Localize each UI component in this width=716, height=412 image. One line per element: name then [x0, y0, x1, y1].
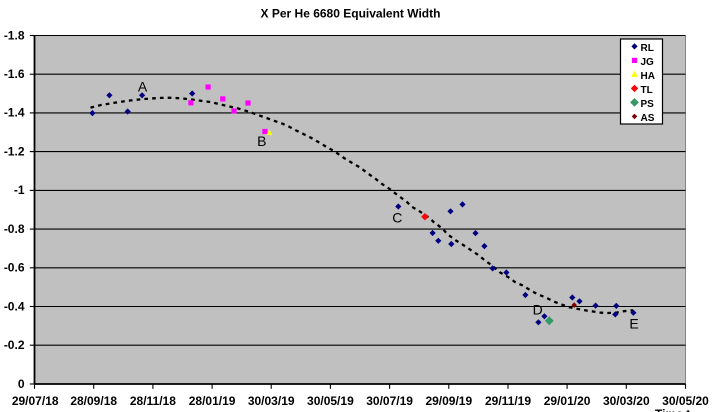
svg-text:-0.2: -0.2 — [4, 338, 25, 352]
svg-text:28/01/19: 28/01/19 — [189, 394, 236, 408]
svg-text:HA: HA — [641, 71, 655, 82]
svg-text:30/05/19: 30/05/19 — [307, 394, 354, 408]
svg-text:0: 0 — [18, 377, 25, 391]
svg-text:-1: -1 — [14, 183, 25, 197]
svg-text:-1.4: -1.4 — [4, 106, 25, 120]
svg-text:29/07/18: 29/07/18 — [12, 394, 59, 408]
svg-text:AS: AS — [641, 113, 655, 124]
svg-text:B: B — [257, 133, 266, 149]
svg-text:D: D — [533, 301, 543, 317]
svg-text:TL: TL — [641, 85, 653, 96]
svg-text:29/11/19: 29/11/19 — [485, 394, 531, 408]
svg-text:29/09/19: 29/09/19 — [425, 394, 472, 408]
svg-text:28/11/18: 28/11/18 — [130, 394, 176, 408]
svg-text:-1.2: -1.2 — [4, 144, 25, 158]
svg-text:RL: RL — [641, 43, 654, 54]
svg-text:30/03/19: 30/03/19 — [248, 394, 295, 408]
svg-text:PS: PS — [641, 99, 655, 110]
svg-text:-0.8: -0.8 — [4, 222, 25, 236]
svg-text:Time t: Time t — [655, 407, 690, 412]
svg-text:30/07/19: 30/07/19 — [366, 394, 413, 408]
svg-text:29/01/20: 29/01/20 — [544, 394, 591, 408]
svg-text:E: E — [629, 315, 638, 331]
svg-text:A: A — [138, 78, 148, 94]
svg-text:-1.6: -1.6 — [4, 67, 25, 81]
svg-text:30/05/20: 30/05/20 — [662, 394, 709, 408]
svg-text:-1.8: -1.8 — [4, 28, 25, 42]
svg-text:X Per He 6680 Equivalent Width: X Per He 6680 Equivalent Width — [261, 7, 441, 21]
svg-text:30/03/20: 30/03/20 — [603, 394, 650, 408]
svg-text:28/09/18: 28/09/18 — [70, 394, 117, 408]
svg-text:C: C — [392, 209, 402, 225]
svg-text:JG: JG — [641, 57, 655, 68]
svg-text:-0.4: -0.4 — [4, 299, 25, 313]
svg-text:-0.6: -0.6 — [4, 261, 25, 275]
